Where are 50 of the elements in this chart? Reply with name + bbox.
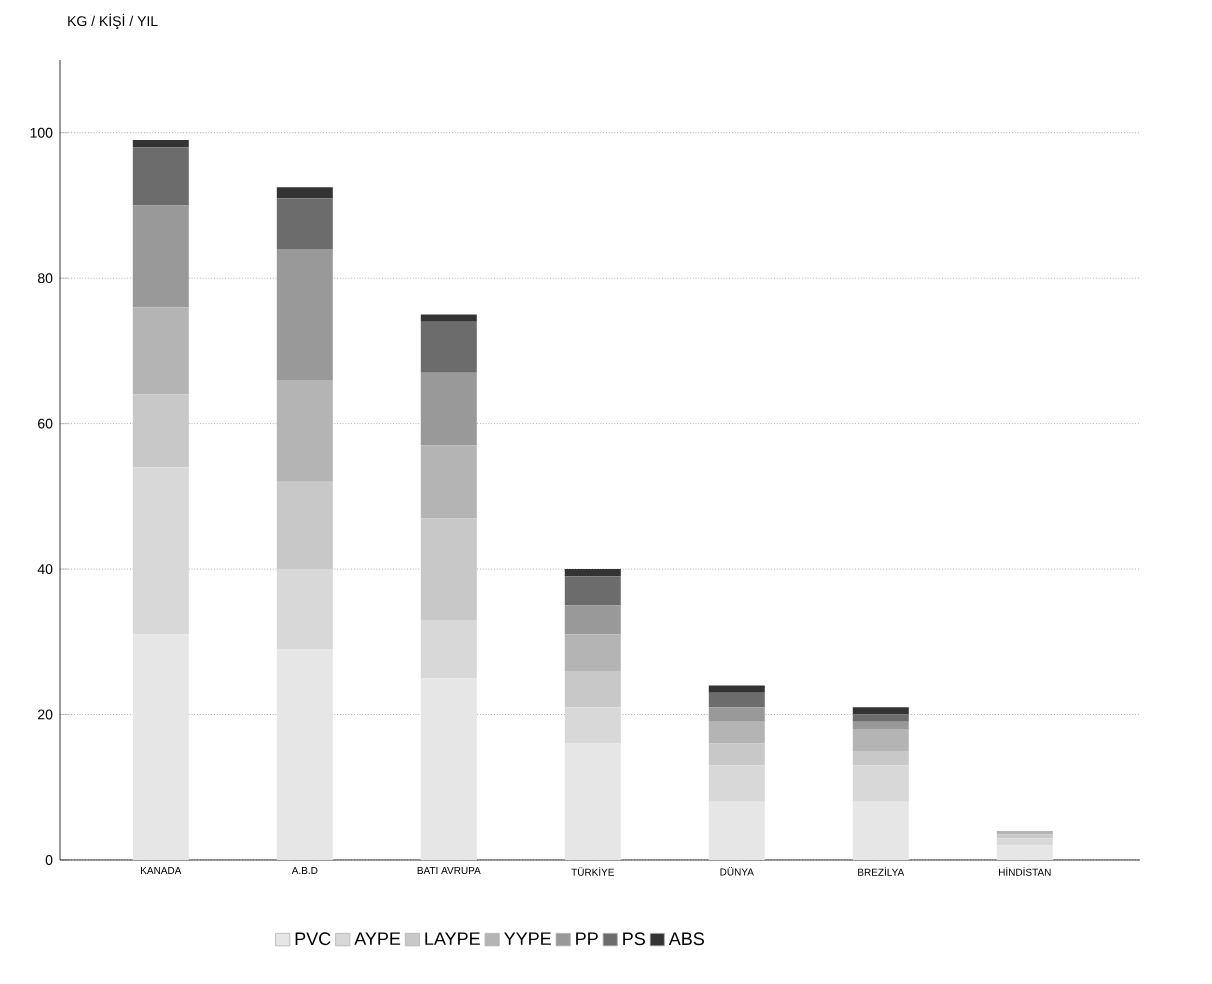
bar [276, 481, 333, 570]
legend-label: PP [576, 932, 598, 945]
bar [564, 569, 621, 577]
bar [708, 721, 765, 744]
bar [564, 634, 621, 671]
legend-label: PS [623, 932, 645, 946]
bar [420, 445, 477, 519]
bar [420, 372, 477, 446]
legend-label: AYPE [354, 932, 401, 945]
bar [708, 707, 765, 722]
bar [132, 205, 189, 308]
bar [852, 801, 909, 860]
legend-label: LAYPE [425, 932, 480, 945]
bar [708, 765, 765, 802]
bar [420, 678, 477, 860]
bar [564, 605, 621, 635]
bar [708, 743, 765, 766]
bar [420, 619, 477, 679]
bar [276, 198, 333, 250]
bar [132, 467, 189, 635]
bar [564, 707, 621, 744]
legend-label: YYPE [504, 932, 551, 945]
bar [276, 379, 333, 482]
bar [420, 314, 477, 322]
bar [564, 743, 621, 860]
bar [852, 765, 909, 802]
bar [132, 139, 189, 148]
bar [996, 845, 1053, 860]
bar [132, 147, 189, 206]
bar [852, 729, 909, 751]
bar [852, 714, 909, 722]
bar [852, 750, 909, 766]
legend-label: ABS [668, 932, 704, 946]
bar [132, 394, 189, 468]
legend-label: PVC [295, 932, 331, 946]
bar [564, 576, 621, 606]
bar [276, 649, 333, 860]
bar [420, 321, 477, 373]
bar [564, 670, 621, 708]
bar [276, 569, 333, 650]
bar [132, 634, 189, 860]
bar [852, 707, 909, 715]
bar [276, 187, 333, 199]
bar [420, 518, 477, 620]
bar [852, 721, 909, 730]
bar [276, 249, 333, 380]
bar [132, 307, 189, 395]
bar [708, 801, 765, 860]
bar [708, 692, 765, 708]
bar [708, 685, 765, 693]
